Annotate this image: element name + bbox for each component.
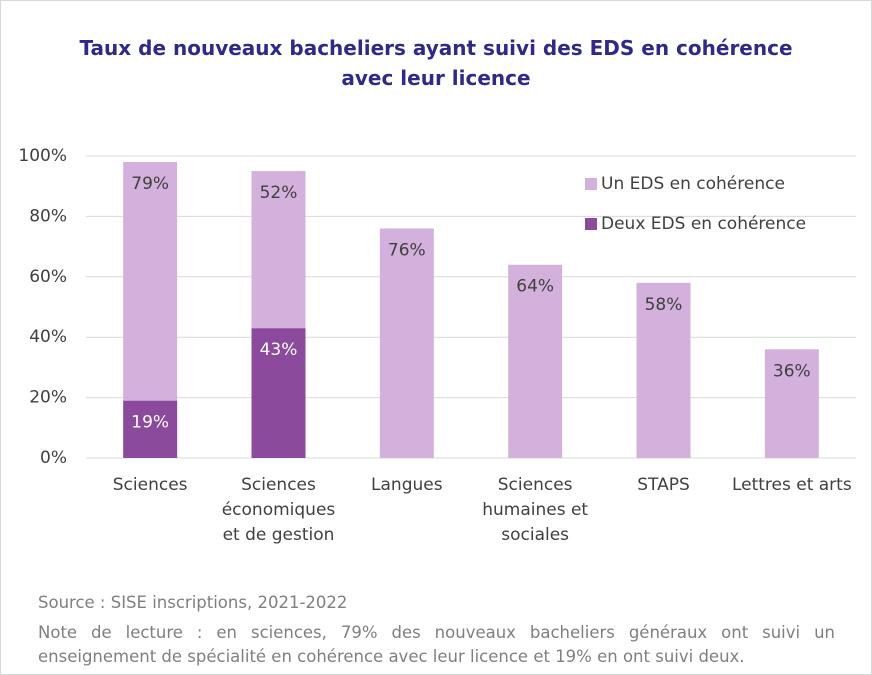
y-tick-label: 60%	[29, 267, 67, 287]
bar-segment	[123, 400, 178, 458]
data-label: 19%	[131, 413, 169, 433]
y-tick-label: 40%	[29, 327, 67, 347]
bar-segment	[123, 162, 178, 401]
legend-swatch	[585, 178, 597, 190]
legend-label: Deux EDS en cohérence	[601, 214, 806, 234]
y-tick-label: 100%	[18, 146, 67, 166]
bar-segment	[251, 328, 306, 458]
data-label: 43%	[260, 340, 298, 360]
bar-segment	[508, 264, 563, 458]
data-label: 64%	[516, 277, 554, 297]
x-tick-label: Langues	[371, 475, 443, 495]
source: Source : SISE inscriptions, 2021-2022	[38, 593, 348, 612]
bar-segment	[636, 282, 691, 458]
y-tick-label: 80%	[29, 206, 67, 226]
x-tick-label: Sciences économiques et de gestion	[221, 475, 336, 545]
y-tick-label: 0%	[40, 448, 67, 468]
data-label: 58%	[645, 295, 683, 315]
note: Note de lecture : en sciences, 79% des n…	[38, 623, 835, 666]
bar-segment	[764, 349, 819, 458]
x-tick-label: Sciences	[112, 475, 188, 495]
legend-swatch	[585, 218, 597, 230]
x-tick-label: STAPS	[637, 475, 690, 495]
y-tick-label: 20%	[29, 388, 67, 408]
bar-segment	[251, 171, 306, 329]
data-label: 36%	[773, 361, 811, 381]
data-label: 76%	[388, 240, 426, 260]
data-label: 79%	[131, 174, 169, 194]
chart-title: Taux de nouveaux bacheliers ayant suivi …	[79, 36, 793, 90]
x-tick-label: Sciences humaines et sociales	[482, 475, 589, 545]
bar-segment	[379, 228, 434, 458]
x-tick-label: Lettres et arts	[731, 475, 852, 495]
data-label: 52%	[260, 183, 298, 203]
legend-label: Un EDS en cohérence	[601, 174, 785, 194]
